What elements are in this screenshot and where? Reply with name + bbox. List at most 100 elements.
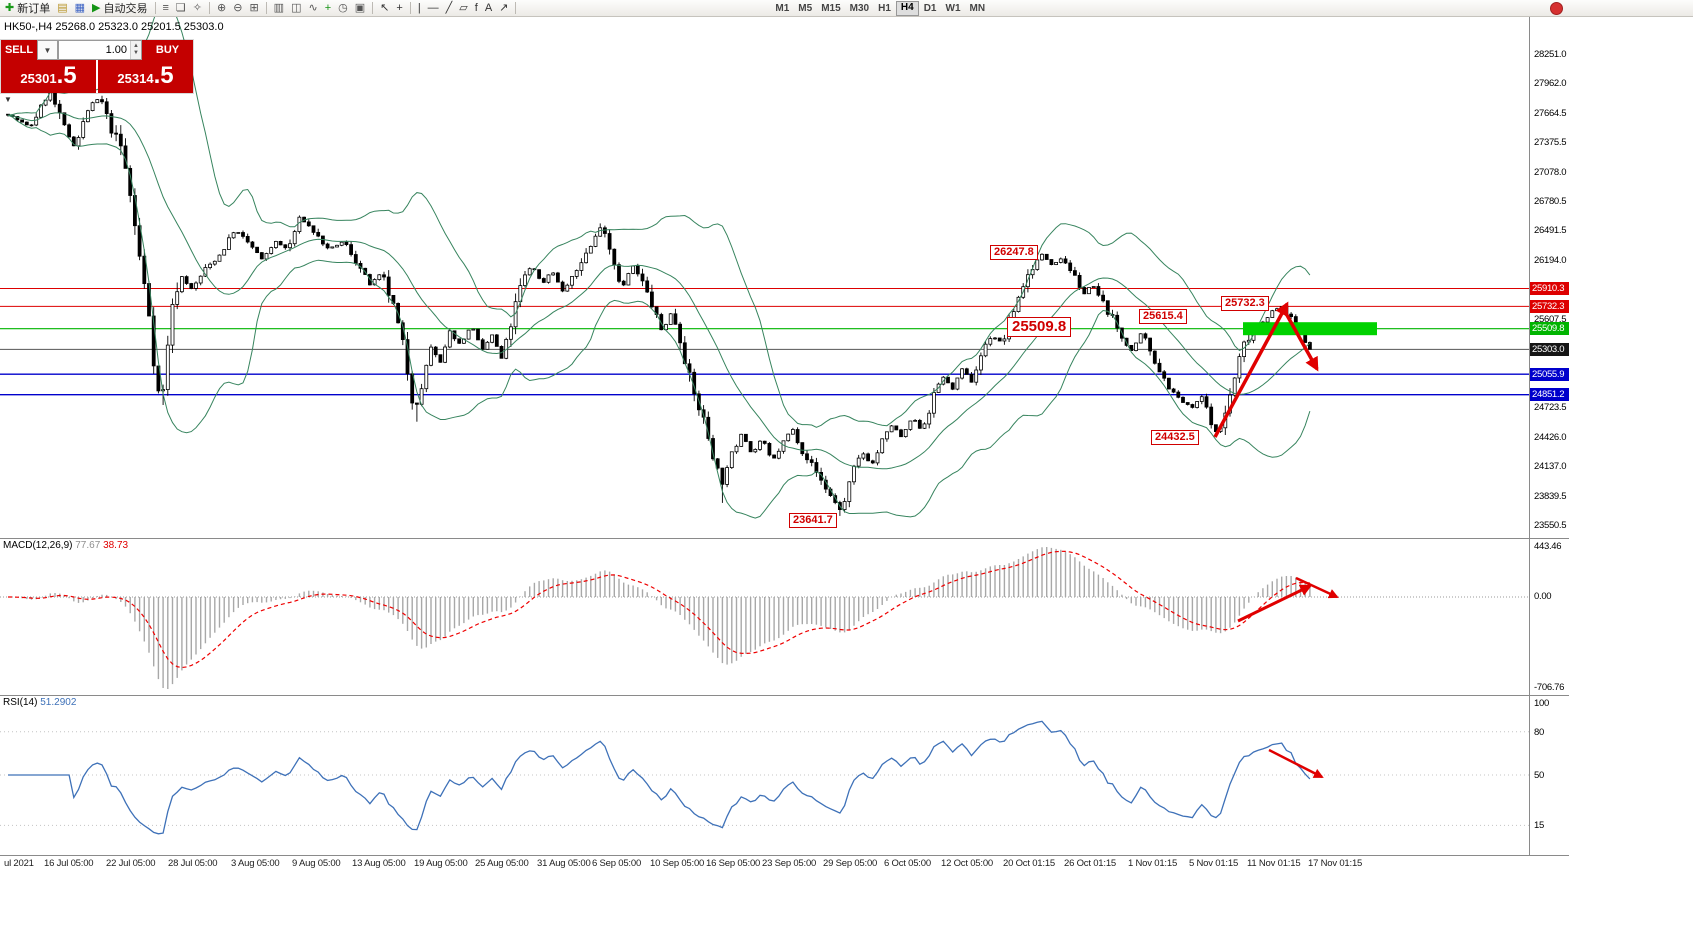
sell-button[interactable]: SELL xyxy=(1,40,37,60)
toolbar-fibonacci-tool-button[interactable]: f xyxy=(472,1,481,16)
indicator-list-icon: ≡ xyxy=(162,1,169,14)
order-type-dropdown[interactable]: ▼ xyxy=(37,40,58,60)
timeframe-M1-button[interactable]: M1 xyxy=(775,2,790,14)
toolbar-bar-chart-mode-button[interactable]: ▥ xyxy=(271,1,287,16)
price-axis-label: 23550.5 xyxy=(1534,520,1567,531)
price-annotation[interactable]: 26247.8 xyxy=(990,245,1038,260)
arrows-tool-icon: ↗ xyxy=(499,1,509,14)
spinner-up-icon[interactable]: ▲ xyxy=(133,43,139,49)
volume-stepper[interactable]: ▲ ▼ xyxy=(130,41,141,59)
time-axis-label: 6 Oct 05:00 xyxy=(884,858,931,869)
macd-axis-label: -706.76 xyxy=(1534,682,1565,693)
time-axis-label: 16 Sep 05:00 xyxy=(706,858,761,869)
toolbar-add-indicator-button[interactable]: + xyxy=(322,1,334,16)
rsi-axis-label: 100 xyxy=(1534,698,1549,709)
timeframe-M5-button[interactable]: M5 xyxy=(798,2,813,14)
oneclick-collapse-icon[interactable]: ▼ xyxy=(4,95,12,104)
timeframe-H1-button[interactable]: H1 xyxy=(878,2,891,14)
toolbar-arrows-tool-button[interactable]: ↗ xyxy=(496,1,511,16)
toolbar-trendline-tool-button[interactable]: ╱ xyxy=(443,1,456,16)
macd-axis-label: 443.46 xyxy=(1534,541,1562,552)
macd-panel-separator[interactable] xyxy=(0,538,1569,539)
toolbar-periods-button[interactable]: ◷ xyxy=(335,1,351,16)
timeframe-MN-button[interactable]: MN xyxy=(969,2,986,14)
toolbar-vertical-line-tool-button[interactable]: | xyxy=(415,1,424,16)
channel-tool-icon: ▱ xyxy=(459,1,468,14)
toolbar-zoom-out-button[interactable]: ⊖ xyxy=(230,1,245,16)
tile-windows-icon: ⊞ xyxy=(249,1,259,14)
line-chart-mode-icon: ∿ xyxy=(308,1,318,14)
macd-indicator-canvas[interactable] xyxy=(0,538,1529,695)
toolbar-auto-trading-button[interactable]: ▶ 自动交易 xyxy=(89,1,150,16)
bar-chart-mode-icon: ▥ xyxy=(273,1,285,14)
toolbar-crosshair-button[interactable]: + xyxy=(393,1,405,16)
time-axis-label: 17 Nov 01:15 xyxy=(1308,858,1363,869)
buy-price-button[interactable]: 25314.5 xyxy=(98,60,193,93)
chevron-down-icon: ▼ xyxy=(43,45,52,55)
toolbar-text-tool-button[interactable]: A xyxy=(482,1,495,16)
timeframe-M30-button[interactable]: M30 xyxy=(849,2,870,14)
toolbar-horizontal-line-tool-button[interactable]: ― xyxy=(425,1,442,16)
toolbar-separator xyxy=(515,2,517,14)
rsi-panel-separator[interactable] xyxy=(0,695,1569,696)
price-axis-separator xyxy=(1529,17,1530,855)
price-axis-label: 28251.0 xyxy=(1534,49,1567,60)
toolbar-separator xyxy=(409,2,411,14)
time-axis-label: 25 Aug 05:00 xyxy=(475,858,529,869)
sell-price-button[interactable]: 25301.5 xyxy=(1,60,96,93)
time-axis-label: 1 Nov 01:15 xyxy=(1128,858,1178,869)
volume-input[interactable] xyxy=(59,41,130,59)
price-annotation[interactable]: 25615.4 xyxy=(1139,309,1187,324)
time-axis-label: 5 Nov 01:15 xyxy=(1189,858,1239,869)
toolbar-market-watch-button[interactable]: ▦ xyxy=(72,1,88,16)
timeframe-M15-button[interactable]: M15 xyxy=(821,2,841,14)
price-annotation[interactable]: 25509.8 xyxy=(1007,317,1072,337)
toolbar-profiles-button[interactable]: ▤ xyxy=(54,1,70,16)
price-axis-label: 23839.5 xyxy=(1534,491,1567,502)
price-axis-label: 25607.5 xyxy=(1534,314,1567,325)
toolbar-indicator-list-button[interactable]: ≡ xyxy=(160,1,172,16)
main-chart-canvas[interactable] xyxy=(0,0,1529,538)
toolbar-channel-tool-button[interactable]: ▱ xyxy=(456,1,470,16)
toolbar-tile-windows-button[interactable]: ⊞ xyxy=(246,1,261,16)
toolbar-separator xyxy=(209,2,211,14)
price-annotation[interactable]: 25732.3 xyxy=(1221,296,1269,311)
toolbar-cursor-button[interactable]: ↖ xyxy=(377,1,392,16)
zoom-in-icon: ⊕ xyxy=(217,1,227,14)
vertical-line-tool-icon: | xyxy=(417,1,421,14)
crosshair-icon: + xyxy=(396,1,403,14)
price-axis-label: 26194.0 xyxy=(1534,255,1567,266)
price-annotation[interactable]: 23641.7 xyxy=(789,513,837,528)
price-axis-label: 26780.5 xyxy=(1534,196,1567,207)
buy-button[interactable]: BUY xyxy=(142,40,193,60)
toolbar-templates-button[interactable]: ▣ xyxy=(352,1,368,16)
navigator-icon: ✧ xyxy=(192,1,203,14)
macd-axis-label: 0.00 xyxy=(1534,591,1552,602)
timeframe-H4-button[interactable]: H4 xyxy=(895,0,919,16)
text-tool-icon: A xyxy=(484,1,493,14)
toolbar-candlestick-mode-button[interactable]: ◫ xyxy=(288,1,304,16)
toolbar-new-order-button[interactable]: ✚ 新订单 xyxy=(2,1,53,16)
chart-ohlc-title: HK50-,H4 25268.0 25323.0 25201.5 25303.0 xyxy=(4,21,224,33)
periods-icon: ◷ xyxy=(338,1,348,14)
notifications-icon[interactable] xyxy=(1550,2,1563,15)
auto-trading-icon: ▶ xyxy=(92,1,101,14)
timeframe-W1-button[interactable]: W1 xyxy=(945,2,961,14)
rsi-indicator-canvas[interactable] xyxy=(0,695,1529,855)
toolbar-line-chart-mode-button[interactable]: ∿ xyxy=(305,1,320,16)
toolbar-data-window-button[interactable]: ❏ xyxy=(173,1,189,16)
time-axis-label: 6 Sep 05:00 xyxy=(592,858,642,869)
toolbar-zoom-in-button[interactable]: ⊕ xyxy=(214,1,229,16)
price-annotation[interactable]: 24432.5 xyxy=(1151,430,1199,445)
trendline-tool-icon: ╱ xyxy=(445,1,453,14)
price-axis-label: 24723.5 xyxy=(1534,402,1567,413)
fibonacci-tool-icon: f xyxy=(474,1,478,14)
rsi-axis-label: 80 xyxy=(1534,727,1544,738)
time-axis-label: 12 Oct 05:00 xyxy=(941,858,993,869)
bid-price-box: 25303.0 xyxy=(1530,343,1569,356)
toolbar-navigator-button[interactable]: ✧ xyxy=(190,1,205,16)
time-axis-label: 19 Aug 05:00 xyxy=(414,858,468,869)
time-axis-label: 3 Aug 05:00 xyxy=(231,858,280,869)
timeframe-D1-button[interactable]: D1 xyxy=(923,2,937,14)
spinner-down-icon[interactable]: ▼ xyxy=(133,50,139,56)
